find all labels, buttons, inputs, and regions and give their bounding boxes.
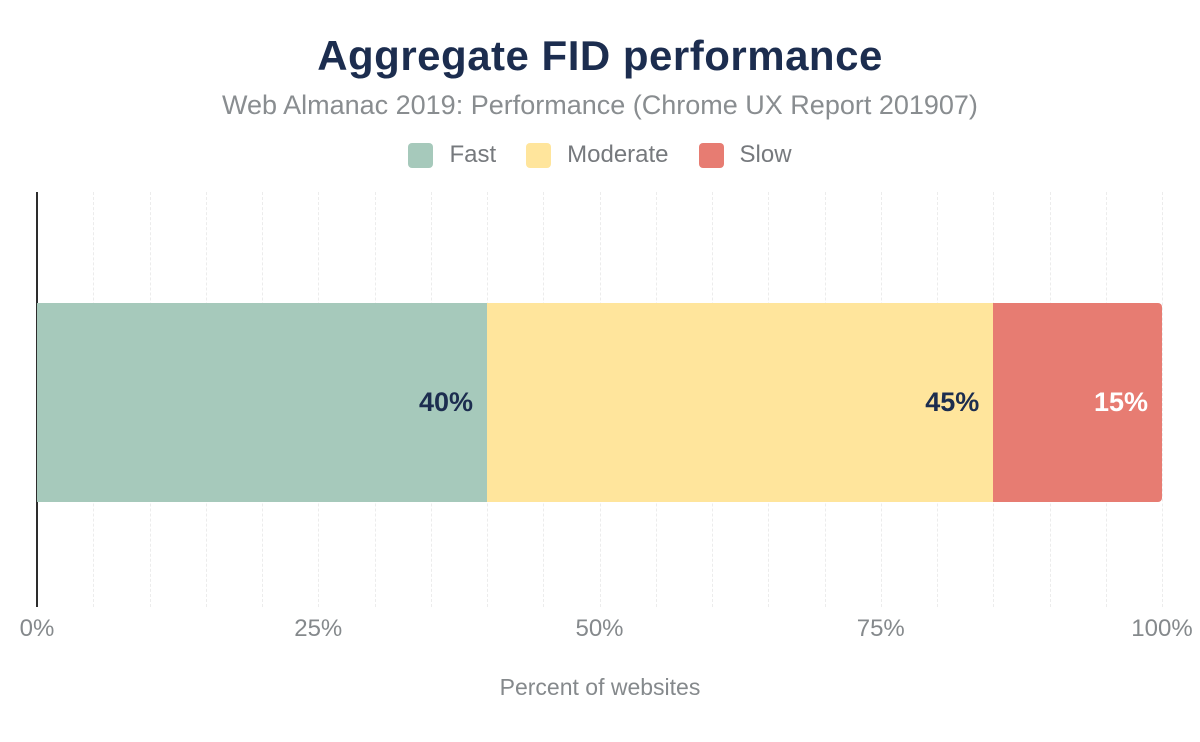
legend-item-slow: Slow <box>698 141 792 169</box>
x-tick-label: 50% <box>575 615 624 642</box>
x-tick-label: 25% <box>294 615 343 642</box>
bar-data-label: 40% <box>418 387 473 417</box>
legend-item-moderate: Moderate <box>526 141 669 169</box>
plot-area: 40% 45% 15% 0% 25% 50% 75% 100% <box>20 192 1193 642</box>
x-tick-label: 100% <box>1131 615 1193 642</box>
stacked-bar: 40% 45% 15% <box>37 303 1162 502</box>
bar-segment-slow: 15% <box>993 303 1162 502</box>
x-tick-label: 75% <box>856 615 905 642</box>
bar-data-label: 45% <box>925 387 980 417</box>
legend: Fast Moderate Slow <box>0 141 1200 169</box>
x-axis-label: Percent of websites <box>499 674 701 700</box>
legend-item-fast: Fast <box>408 141 496 169</box>
legend-swatch-icon <box>698 142 724 168</box>
legend-label: Slow <box>739 141 792 168</box>
legend-label: Moderate <box>567 141 669 168</box>
bar-data-label: 15% <box>1093 387 1148 417</box>
bar-segment-moderate: 45% <box>487 303 994 502</box>
chart-subtitle: Web Almanac 2019: Performance (Chrome UX… <box>222 90 978 120</box>
x-tick-label: 0% <box>19 615 55 642</box>
bar-segment-fast: 40% <box>37 303 487 502</box>
legend-swatch-icon <box>408 142 434 168</box>
legend-label: Fast <box>449 141 497 168</box>
chart-title: Aggregate FID performance <box>317 32 883 79</box>
gridline <box>1162 192 1163 607</box>
legend-swatch-icon <box>526 142 552 168</box>
